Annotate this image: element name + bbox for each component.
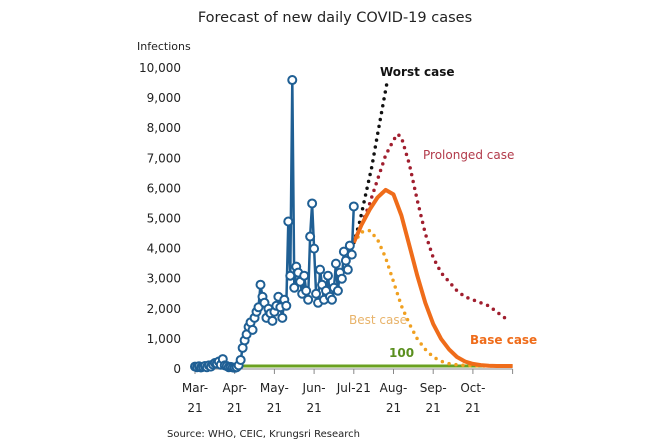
x-tick-label: Jul-21 xyxy=(336,381,371,395)
y-tick-label: 0 xyxy=(173,362,181,376)
actual-data-point xyxy=(344,240,355,251)
worst-case-line xyxy=(352,78,390,245)
x-tick-label: 21 xyxy=(227,401,242,415)
annotation-best-case: Best case xyxy=(349,313,407,327)
y-tick-label: 1,000 xyxy=(147,332,181,346)
actual-data-point xyxy=(322,270,333,281)
actual-data-point xyxy=(289,282,300,293)
actual-data-point xyxy=(336,273,347,284)
annotation-base-case: Base case xyxy=(470,333,537,347)
y-tick-label: 10,000 xyxy=(139,61,181,75)
actual-data-point xyxy=(277,312,288,323)
x-tick-label: 21 xyxy=(187,401,202,415)
actual-data-point xyxy=(346,249,357,260)
actual-data-point xyxy=(235,354,246,365)
actual-data-point xyxy=(340,255,351,266)
actual-data-point xyxy=(299,270,310,281)
best-case-line xyxy=(352,228,507,368)
x-tick-label: Apr- xyxy=(223,381,247,395)
actual-data-point xyxy=(309,243,320,254)
prolonged-case-line xyxy=(352,131,507,320)
actual-data-point xyxy=(281,300,292,311)
actual-data-point xyxy=(267,315,278,326)
annotation-prolonged-case: Prolonged case xyxy=(423,148,514,162)
y-tick-label: 9,000 xyxy=(147,91,181,105)
y-tick-label: 5,000 xyxy=(147,212,181,226)
x-tick-label: 21 xyxy=(465,401,480,415)
y-tick-label: 3,000 xyxy=(147,272,181,286)
y-tick-label: 4,000 xyxy=(147,242,181,256)
actual-data-point xyxy=(255,279,266,290)
actual-data-point xyxy=(287,75,298,86)
source-note: Source: WHO, CEIC, Krungsri Research xyxy=(167,429,360,440)
actual-data-point xyxy=(303,294,314,305)
actual-data-point xyxy=(330,258,341,269)
actual-data-point xyxy=(285,270,296,281)
x-tick-label: Sep- xyxy=(420,381,447,395)
actual-data-point xyxy=(283,216,294,227)
x-tick-label: 21 xyxy=(267,401,282,415)
annotation-100: 100 xyxy=(389,346,414,360)
y-tick-label: 7,000 xyxy=(147,151,181,165)
y-tick-label: 2,000 xyxy=(147,302,181,316)
x-tick-label: Jun- xyxy=(302,381,326,395)
actual-data-point xyxy=(311,288,322,299)
base-case-line xyxy=(351,187,513,368)
x-tick-label: May- xyxy=(260,381,289,395)
y-tick-label: 8,000 xyxy=(147,121,181,135)
actual-data-point xyxy=(305,231,316,242)
actual-data-point xyxy=(326,294,337,305)
y-axis-label: Infections xyxy=(137,40,191,53)
x-tick-label: 21 xyxy=(386,401,401,415)
actual-data-point xyxy=(342,264,353,275)
y-tick-label: 6,000 xyxy=(147,181,181,195)
actual-data-point xyxy=(315,264,326,275)
actual-data-point xyxy=(332,285,343,296)
x-tick-label: 21 xyxy=(426,401,441,415)
annotation-worst-case: Worst case xyxy=(380,65,455,79)
x-tick-label: 21 xyxy=(306,401,321,415)
actual-data-point xyxy=(307,198,318,209)
actual-data-point xyxy=(348,201,359,212)
x-tick-label: Mar- xyxy=(182,381,208,395)
actual-data-point xyxy=(301,285,312,296)
chart-title: Forecast of new daily COVID-19 cases xyxy=(197,10,473,26)
x-tick-label: Oct- xyxy=(460,381,485,395)
x-tick-label: Aug- xyxy=(380,381,408,395)
actual-data-point xyxy=(247,324,258,335)
